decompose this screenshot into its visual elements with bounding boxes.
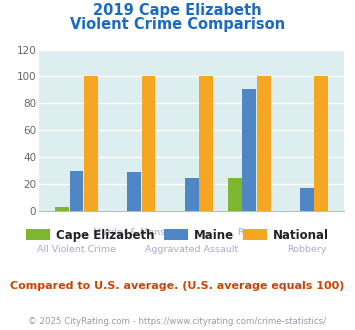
Text: Rape: Rape <box>237 228 261 237</box>
Text: Compared to U.S. average. (U.S. average equals 100): Compared to U.S. average. (U.S. average … <box>10 281 345 291</box>
Bar <box>242 88 256 211</box>
Bar <box>142 77 155 211</box>
Bar <box>84 77 98 211</box>
Legend: Cape Elizabeth, Maine, National: Cape Elizabeth, Maine, National <box>22 224 333 247</box>
Bar <box>127 172 141 211</box>
Text: Aggravated Assault: Aggravated Assault <box>145 245 238 253</box>
Text: © 2025 CityRating.com - https://www.cityrating.com/crime-statistics/: © 2025 CityRating.com - https://www.city… <box>28 317 327 326</box>
Text: Robbery: Robbery <box>287 245 327 253</box>
Text: All Violent Crime: All Violent Crime <box>37 245 116 253</box>
Bar <box>55 207 69 211</box>
Bar <box>228 178 242 211</box>
Bar <box>315 77 328 211</box>
Text: Murder & Mans...: Murder & Mans... <box>93 228 175 237</box>
Bar <box>257 77 271 211</box>
Bar <box>300 188 314 211</box>
Bar <box>185 178 198 211</box>
Bar <box>70 171 83 211</box>
Text: 2019 Cape Elizabeth: 2019 Cape Elizabeth <box>93 3 262 18</box>
Text: Violent Crime Comparison: Violent Crime Comparison <box>70 17 285 32</box>
Bar <box>199 77 213 211</box>
